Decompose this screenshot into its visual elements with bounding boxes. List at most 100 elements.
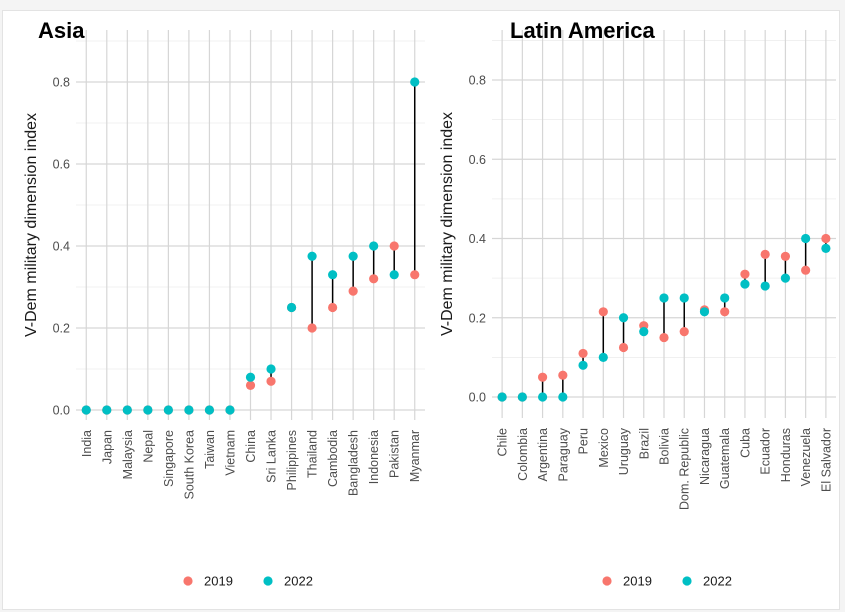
point-2022 xyxy=(720,293,730,303)
point-2019 xyxy=(578,348,588,359)
point-2019 xyxy=(389,241,399,251)
x-tick-label: China xyxy=(244,430,258,463)
point-2019 xyxy=(821,233,831,244)
y-tick-label: 0.2 xyxy=(469,311,486,325)
x-tick-label: Uruguay xyxy=(617,427,631,475)
point-2019 xyxy=(618,342,629,353)
point-2022 xyxy=(245,372,256,382)
legend-label: 2019 xyxy=(623,574,652,589)
point-2022 xyxy=(163,405,173,415)
point-2022 xyxy=(578,360,588,370)
point-2022 xyxy=(760,281,770,291)
point-2022 xyxy=(328,270,338,280)
point-2022 xyxy=(184,405,194,415)
point-2019 xyxy=(801,265,811,275)
x-tick-label: Myanmar xyxy=(408,430,422,482)
y-tick-label: 0.8 xyxy=(469,74,486,88)
point-2022 xyxy=(266,364,276,374)
x-tick-label: Venezuela xyxy=(799,428,813,486)
x-tick-label: Colombia xyxy=(516,428,530,481)
y-tick-label: 0.0 xyxy=(53,404,70,418)
x-tick-label: Singapore xyxy=(162,430,176,487)
y-tick-label: 0.4 xyxy=(469,232,486,246)
point-2019 xyxy=(328,302,338,313)
point-2019 xyxy=(369,274,379,284)
point-2022 xyxy=(639,327,649,337)
point-2019 xyxy=(537,372,548,382)
y-tick-label: 0.0 xyxy=(469,391,486,405)
y-tick-label: 0.8 xyxy=(53,76,70,90)
x-tick-label: Ecuador xyxy=(759,428,773,475)
point-2022 xyxy=(102,405,112,415)
x-tick-label: Paraguay xyxy=(556,427,570,481)
point-2022 xyxy=(225,405,235,415)
x-tick-label: Japan xyxy=(100,430,114,464)
panel-1: 0.0 0.2 0.4 0.6 0.8 Latin America V-Dem milita… xyxy=(439,18,836,589)
y-tick-label: 0.6 xyxy=(469,153,486,167)
point-2019 xyxy=(720,307,730,317)
x-tick-label: Vietnam xyxy=(223,430,237,476)
legend-key-2022 xyxy=(263,576,273,586)
x-tick-label: Dom. Republic xyxy=(678,428,692,510)
point-2019 xyxy=(598,307,608,317)
x-tick-label: Honduras xyxy=(779,428,793,482)
x-tick-label: Sri Lanka xyxy=(265,430,279,483)
y-tick-label: 0.6 xyxy=(53,158,70,172)
point-2022 xyxy=(81,405,91,415)
legend-key-2019 xyxy=(183,576,193,586)
point-2022 xyxy=(598,352,608,362)
panel-0: 0.0 0.2 0.4 0.6 0.8 Asia V-Dem military dimens… xyxy=(23,18,425,589)
point-2019 xyxy=(558,370,568,380)
point-2019 xyxy=(659,332,669,343)
point-2022 xyxy=(497,392,507,402)
x-tick-label: El Salvador xyxy=(819,428,833,492)
x-tick-label: Brazil xyxy=(637,428,651,459)
y-tick-label: 0.2 xyxy=(53,322,70,336)
panel-title: Latin America xyxy=(510,18,655,43)
point-2022 xyxy=(286,302,297,313)
x-tick-label: Cambodia xyxy=(326,430,340,487)
point-2022 xyxy=(307,251,317,261)
point-2022 xyxy=(410,77,420,87)
x-tick-label: Cuba xyxy=(738,428,752,458)
x-tick-label: Peru xyxy=(577,428,591,454)
point-2022 xyxy=(801,233,811,244)
point-2022 xyxy=(558,392,568,402)
x-tick-label: Mexico xyxy=(597,428,611,468)
x-tick-label: Indonesia xyxy=(367,430,381,484)
point-2019 xyxy=(760,249,770,259)
x-tick-label: Argentina xyxy=(536,428,550,482)
x-tick-label: Thailand xyxy=(306,430,320,478)
x-tick-label: Chile xyxy=(496,428,510,457)
point-2022 xyxy=(537,392,548,402)
point-2022 xyxy=(348,251,358,261)
point-2022 xyxy=(369,241,379,251)
x-tick-label: Pakistan xyxy=(388,430,402,478)
point-2019 xyxy=(780,251,791,261)
legend-label: 2022 xyxy=(703,574,732,589)
legend-label: 2019 xyxy=(204,574,233,589)
x-tick-label: Nepal xyxy=(141,430,155,463)
point-2019 xyxy=(307,323,317,333)
x-tick-label: Bolivia xyxy=(658,428,672,465)
point-2022 xyxy=(122,405,132,415)
y-axis-label: V-Dem military dimension index xyxy=(439,112,456,336)
x-tick-label: Taiwan xyxy=(203,430,217,469)
x-tick-label: Guatemala xyxy=(718,428,732,489)
point-2019 xyxy=(348,286,358,296)
x-tick-label: Bangladesh xyxy=(347,430,361,496)
point-2022 xyxy=(780,273,791,283)
x-tick-label: Nicaragua xyxy=(698,428,712,485)
point-2019 xyxy=(410,270,420,280)
y-tick-label: 0.4 xyxy=(53,240,70,254)
point-2022 xyxy=(740,279,750,289)
point-2022 xyxy=(618,313,629,323)
y-axis-label: V-Dem military dimension index xyxy=(23,113,40,337)
x-tick-label: South Korea xyxy=(182,430,196,500)
legend-key-2022 xyxy=(682,576,692,586)
panel-title: Asia xyxy=(38,18,85,43)
point-2022 xyxy=(821,243,831,254)
x-tick-label: India xyxy=(80,430,94,457)
point-2022 xyxy=(699,307,710,317)
